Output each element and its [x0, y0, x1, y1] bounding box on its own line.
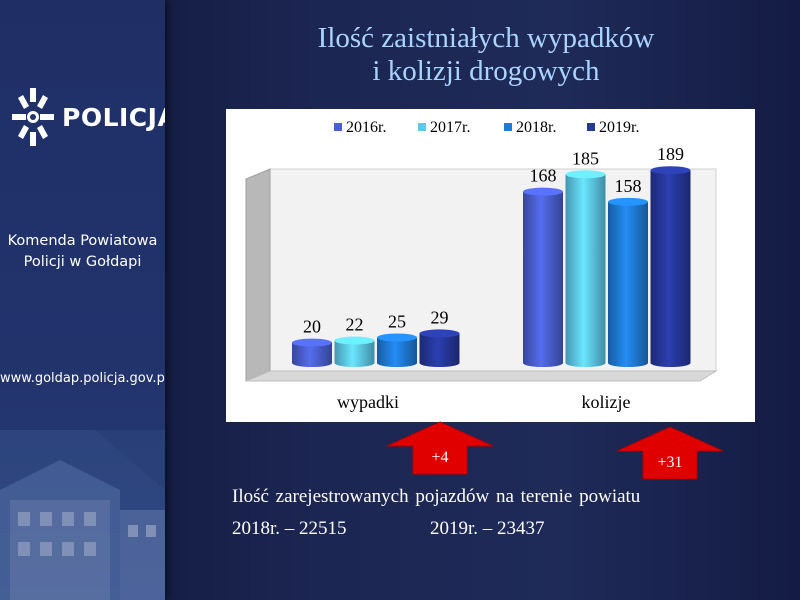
up-arrow-icon — [616, 426, 724, 480]
building-photo — [0, 430, 165, 600]
increase-arrow-wypadki: +4 — [385, 420, 495, 476]
vehicles-section: Ilość zarejestrowanych pojazdów na teren… — [232, 486, 792, 540]
bar-wypadki-2016r. — [292, 338, 332, 367]
chart-floor — [245, 370, 718, 382]
legend-label: 2016r. — [346, 119, 386, 136]
legend-swatch — [587, 123, 595, 131]
data-label: 158 — [615, 176, 642, 196]
vehicles-2018: 2018r. – 22515 — [232, 518, 347, 539]
police-star-icon — [12, 88, 54, 146]
bar-wypadki-2019r. — [419, 329, 460, 367]
bar-wypadki-2018r. — [377, 333, 417, 367]
slide-title-line2: i kolizji drogowych — [372, 55, 600, 87]
website-link[interactable]: www.goldap.policja.gov.pl — [0, 371, 165, 386]
data-label: 25 — [388, 312, 406, 332]
bar-kolizje-2019r. — [650, 166, 691, 367]
increase-label: +31 — [657, 454, 683, 471]
vehicles-title: Ilość zarejestrowanych pojazdów na teren… — [232, 486, 641, 507]
data-label: 168 — [530, 166, 557, 186]
data-label: 22 — [346, 315, 364, 335]
increase-label: +4 — [431, 449, 449, 466]
unit-name-line2: Policji w Gołdapi — [23, 254, 142, 270]
bar-wypadki-2017r. — [334, 336, 375, 367]
legend-label: 2019r. — [599, 119, 639, 136]
unit-name-line1: Komenda Powiatowa — [7, 233, 158, 249]
chart-container: 2016r. 2017r. 2018r. 2019r. 20 22 25 29 168 185 15… — [226, 109, 755, 422]
slide-title: Ilość zaistniałych wypadków i kolizji dr… — [226, 22, 746, 88]
legend-swatch — [504, 123, 512, 131]
slide-title-line1: Ilość zaistniałych wypadków — [317, 22, 655, 54]
increase-arrow-kolizje: +31 — [615, 425, 725, 481]
legend-swatch — [334, 123, 342, 131]
category-label: kolizje — [582, 392, 631, 412]
sidebar: POLICJA Komenda Powiatowa Policji w Gołd… — [0, 0, 165, 600]
bar-kolizje-2018r. — [608, 197, 648, 367]
legend-swatch — [418, 123, 426, 131]
vehicles-counts: 2018r. – 22515 2019r. – 23437 — [232, 518, 792, 540]
data-label: 189 — [657, 144, 684, 164]
logo-text: POLICJA — [62, 102, 165, 132]
data-label: 29 — [431, 307, 449, 327]
category-label: wypadki — [337, 392, 399, 412]
data-label: 20 — [303, 317, 321, 337]
bar-kolizje-2017r. — [565, 170, 606, 367]
police-logo: POLICJA — [10, 86, 165, 148]
data-label: 185 — [572, 148, 599, 168]
bar-chart: 2016r. 2017r. 2018r. 2019r. 20 22 25 29 168 185 15… — [245, 119, 718, 412]
legend-label: 2017r. — [430, 119, 470, 136]
chart-side-wall — [245, 168, 271, 382]
up-arrow-icon — [386, 421, 494, 475]
legend-label: 2018r. — [516, 119, 556, 136]
bar-kolizje-2016r. — [523, 187, 563, 367]
vehicles-2019: 2019r. – 23437 — [430, 518, 545, 539]
unit-name: Komenda Powiatowa Policji w Gołdapi — [0, 231, 165, 273]
